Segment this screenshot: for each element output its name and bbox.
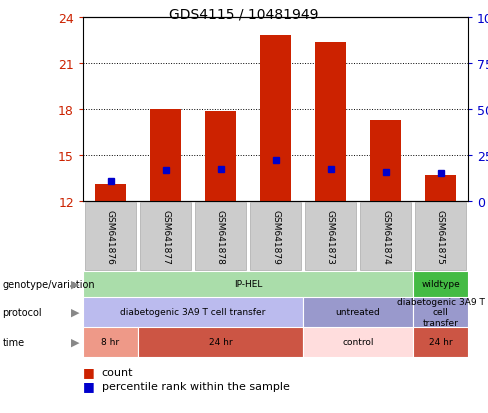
- Text: GSM641877: GSM641877: [161, 209, 170, 264]
- Bar: [205, 111, 236, 202]
- Text: percentile rank within the sample: percentile rank within the sample: [102, 381, 289, 391]
- Text: diabetogenic 3A9 T
cell
transfer: diabetogenic 3A9 T cell transfer: [397, 297, 485, 327]
- Text: control: control: [342, 338, 374, 347]
- Bar: [413, 327, 468, 357]
- Text: GSM641878: GSM641878: [216, 209, 225, 264]
- Bar: [140, 203, 191, 270]
- Bar: [83, 271, 413, 297]
- Bar: [413, 271, 468, 297]
- Text: GSM641875: GSM641875: [436, 209, 445, 264]
- Text: ▶: ▶: [71, 307, 79, 317]
- Text: ■: ■: [83, 380, 95, 392]
- Bar: [415, 203, 466, 270]
- Bar: [305, 203, 356, 270]
- Bar: [261, 36, 291, 202]
- Bar: [195, 203, 246, 270]
- Text: protocol: protocol: [2, 307, 42, 317]
- Text: ▶: ▶: [71, 337, 79, 347]
- Text: genotype/variation: genotype/variation: [2, 279, 95, 289]
- Text: diabetogenic 3A9 T cell transfer: diabetogenic 3A9 T cell transfer: [121, 308, 265, 317]
- Bar: [426, 176, 456, 202]
- Text: ▶: ▶: [71, 279, 79, 289]
- Text: GDS4115 / 10481949: GDS4115 / 10481949: [169, 8, 319, 22]
- Bar: [138, 327, 303, 357]
- Bar: [370, 121, 401, 202]
- Text: GSM641876: GSM641876: [106, 209, 115, 264]
- Text: untreated: untreated: [336, 308, 380, 317]
- Text: 8 hr: 8 hr: [102, 338, 120, 347]
- Text: count: count: [102, 367, 133, 377]
- Text: GSM641873: GSM641873: [326, 209, 335, 264]
- Bar: [85, 203, 136, 270]
- Text: time: time: [2, 337, 24, 347]
- Text: 24 hr: 24 hr: [209, 338, 232, 347]
- Bar: [303, 327, 413, 357]
- Bar: [413, 297, 468, 327]
- Bar: [95, 185, 125, 202]
- Bar: [83, 297, 303, 327]
- Text: ■: ■: [83, 366, 95, 379]
- Bar: [315, 43, 346, 202]
- Bar: [360, 203, 411, 270]
- Text: GSM641874: GSM641874: [381, 209, 390, 264]
- Bar: [83, 327, 138, 357]
- Bar: [250, 203, 301, 270]
- Text: 24 hr: 24 hr: [428, 338, 452, 347]
- Bar: [150, 110, 181, 202]
- Text: wildtype: wildtype: [421, 280, 460, 289]
- Text: GSM641879: GSM641879: [271, 209, 280, 264]
- Bar: [303, 297, 413, 327]
- Text: IP-HEL: IP-HEL: [234, 280, 262, 289]
